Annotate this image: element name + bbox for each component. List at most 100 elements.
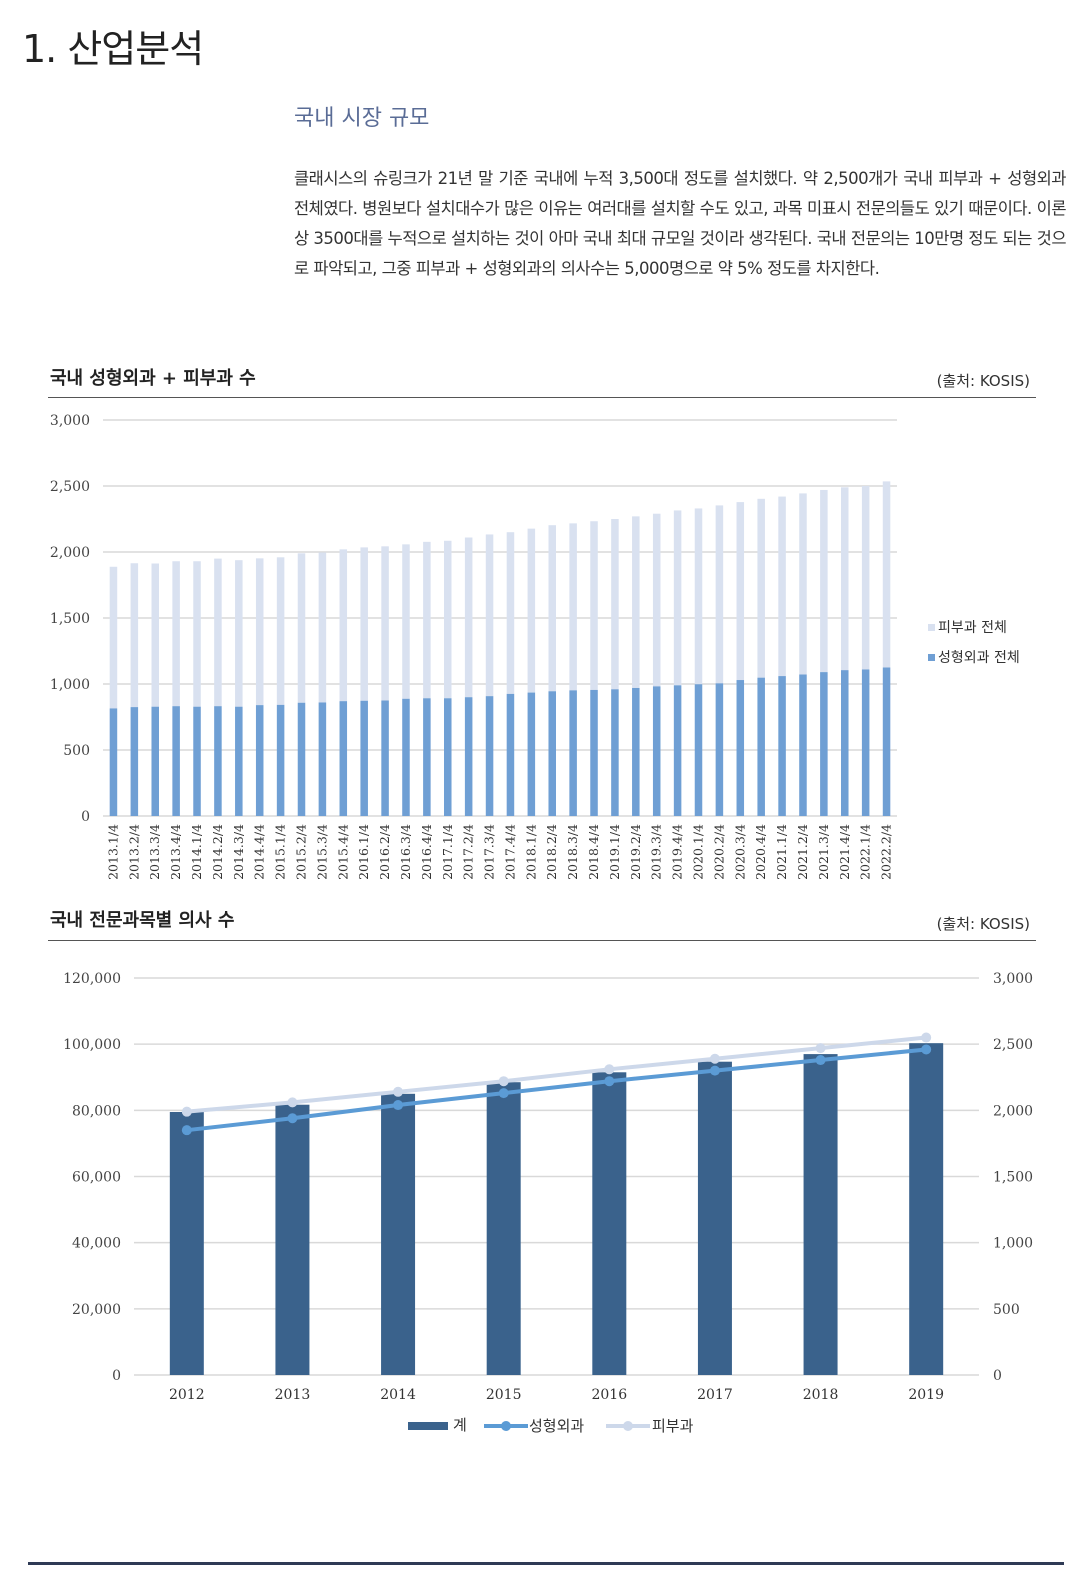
bar-dermatology [882,481,891,668]
y-tick-label: 0 [81,809,90,825]
bar-plastic-surgery [255,705,264,816]
y-tick-label: 2,000 [50,545,90,561]
bar-dermatology [235,560,243,707]
x-tick-label: 2013.4/4 [168,824,183,880]
chart1-title: 국내 성형외과 + 피부과 수 [50,368,256,389]
x-tick-label: 2018.1/4 [523,824,538,880]
bar-plastic-surgery [506,693,515,816]
bar-plastic-surgery [339,701,348,816]
legend-swatch [928,654,935,661]
x-tick-label: 2016.4/4 [419,824,434,880]
y-right-tick-label: 1,500 [993,1170,1033,1186]
page-heading: 1. 산업분석 [22,27,204,71]
x-tick-label: 2014 [380,1387,416,1403]
bar-dermatology [444,540,452,699]
bar-plastic-surgery [548,691,556,816]
bar-dermatology [632,516,640,688]
bar-plastic-surgery [485,696,494,816]
bar-plastic-surgery [632,687,640,816]
x-tick-label: 2015 [486,1387,522,1403]
bar-plastic-surgery [318,702,327,816]
x-tick-label: 2015.1/4 [273,824,288,880]
y-right-tick-label: 2,500 [993,1037,1033,1053]
bar-dermatology [548,525,556,692]
x-tick-label: 2019.1/4 [607,824,622,880]
x-tick-label: 2012 [169,1387,205,1403]
bar-dermatology [527,528,536,693]
chart1-rule [48,397,1036,398]
bar-plastic-surgery [778,676,786,816]
line-point [181,1106,192,1117]
y-left-tick-label: 40,000 [72,1236,121,1252]
bar-plastic-surgery [715,683,724,816]
bar-plastic-surgery [673,685,682,816]
body-paragraph: 클래시스의 슈링크가 21년 말 기준 국내에 누적 3,500대 정도를 설치… [294,169,1067,278]
line-point [921,1032,932,1043]
y-left-tick-label: 60,000 [72,1170,121,1186]
y-tick-label: 3,000 [50,413,90,429]
bar-total [909,1043,944,1375]
y-right-tick-label: 500 [993,1302,1020,1318]
x-tick-label: 2020.1/4 [691,824,706,880]
bar-dermatology [673,510,682,686]
line-point [393,1100,404,1111]
bar-plastic-surgery [444,698,452,816]
bar-plastic-surgery [841,670,849,816]
x-tick-label: 2022.2/4 [879,824,894,880]
line-point [181,1125,192,1136]
x-tick-label: 2018.3/4 [565,824,580,880]
line-point [709,1053,720,1064]
line-point [604,1076,615,1087]
bar-plastic-surgery [882,667,891,816]
bar-dermatology [130,563,139,708]
bar-dermatology [276,557,285,705]
bar-dermatology [151,563,159,707]
line-point [921,1044,932,1055]
y-left-tick-label: 20,000 [72,1302,121,1318]
bar-dermatology [861,486,870,670]
x-tick-label: 2016.1/4 [356,824,371,880]
bar-plastic-surgery [276,704,285,816]
bar-plastic-surgery [235,706,243,816]
bar-total [803,1054,838,1375]
y-right-tick-label: 2,000 [993,1103,1033,1119]
y-left-tick-label: 100,000 [63,1037,121,1053]
bar-plastic-surgery [757,677,765,816]
chart2-rule [48,940,1036,941]
bar-total [381,1093,416,1375]
line-point [815,1043,826,1054]
line-point [815,1055,826,1066]
x-tick-label: 2013.2/4 [126,824,141,880]
y-left-tick-label: 120,000 [63,971,121,987]
bar-dermatology [360,547,368,701]
line-point [604,1064,615,1075]
bar-total [486,1082,521,1375]
bar-total [275,1104,310,1375]
x-tick-label: 2016 [591,1387,627,1403]
x-tick-label: 2020.4/4 [753,824,768,880]
x-tick-label: 2019.2/4 [628,824,643,880]
bar-dermatology [611,519,619,690]
bar-dermatology [402,544,410,699]
bar-dermatology [318,552,327,703]
bar-plastic-surgery [130,707,139,816]
section-title: 국내 시장 규모 [294,106,430,131]
x-tick-label: 2017.1/4 [440,824,455,880]
line-point [709,1065,720,1076]
bar-dermatology [214,558,222,707]
bar-plastic-surgery [820,672,828,816]
line-point [498,1076,509,1087]
x-tick-label: 2016.2/4 [377,824,392,880]
bar-dermatology [255,558,264,706]
bar-plastic-surgery [297,702,306,816]
y-right-tick-label: 0 [993,1368,1002,1384]
legend-marker [501,1421,511,1431]
bar-dermatology [109,566,118,709]
bar-plastic-surgery [214,706,222,816]
bar-dermatology [757,498,765,678]
x-tick-label: 2018.4/4 [586,824,601,880]
line-plastic-surgery [186,1047,927,1133]
y-tick-label: 1,000 [50,677,90,693]
x-tick-label: 2016.3/4 [398,824,413,880]
bar-plastic-surgery [402,698,410,816]
